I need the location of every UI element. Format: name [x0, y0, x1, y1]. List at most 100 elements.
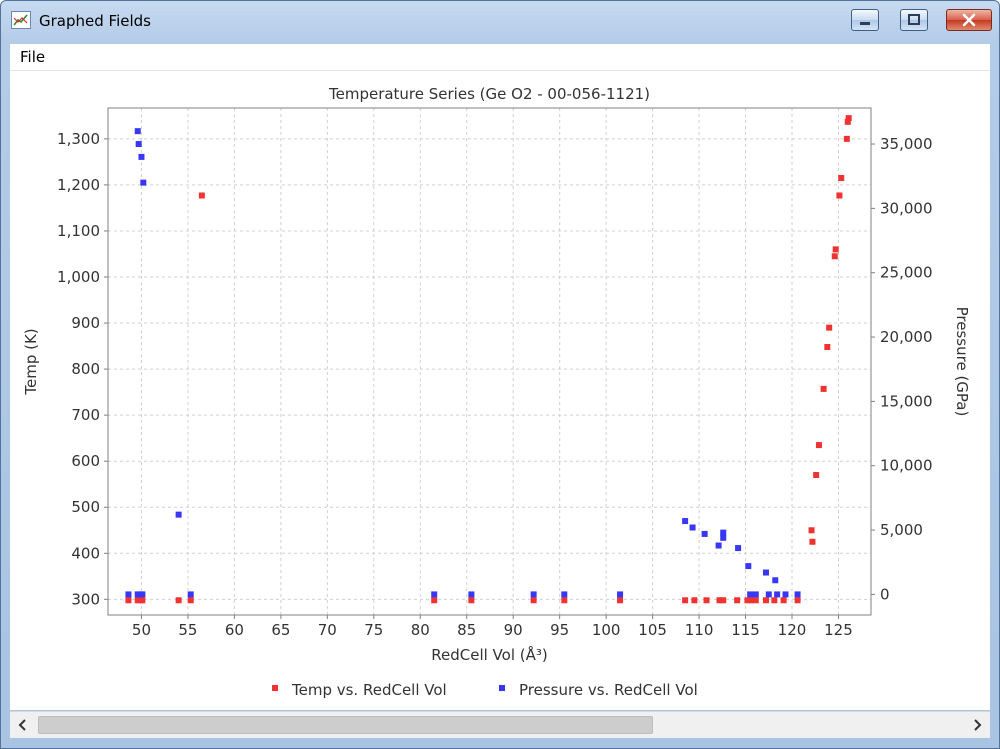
pressure-point	[140, 179, 147, 186]
pressure-point	[125, 591, 132, 598]
x-tick-label: 70	[318, 621, 337, 639]
pressure-point	[745, 563, 752, 570]
y-tick-label: 600	[71, 452, 100, 470]
temp-point	[824, 343, 831, 350]
y2-tick-label: 25,000	[880, 264, 933, 282]
temp-point	[187, 597, 194, 604]
temp-point	[794, 597, 801, 604]
y-tick-label: 1,300	[57, 130, 100, 148]
temp-point	[431, 597, 438, 604]
x-tick-label: 75	[364, 621, 383, 639]
pressure-point	[187, 591, 194, 598]
temp-point	[845, 115, 852, 122]
maximize-button[interactable]	[900, 9, 928, 31]
pressure-point	[782, 591, 789, 598]
window-title: Graphed Fields	[39, 12, 151, 30]
temp-point	[831, 253, 838, 260]
temp-point	[832, 246, 839, 253]
temp-point	[780, 597, 787, 604]
horizontal-scrollbar[interactable]	[10, 711, 990, 738]
chart-title: Temperature Series (Ge O2 - 00-056-1121)	[328, 85, 650, 103]
temp-point	[820, 385, 827, 392]
x-tick-label: 110	[685, 621, 714, 639]
y2-tick-label: 10,000	[880, 457, 933, 475]
scroll-thumb[interactable]	[38, 716, 653, 734]
pressure-point	[752, 591, 759, 598]
pressure-point	[617, 591, 624, 598]
y2-tick-label: 5,000	[880, 521, 923, 539]
chart-panel: 50 55 60 65 70 75 80 85 90 95 100 105 110 115 120 125 30…	[10, 71, 990, 710]
pressure-point	[720, 529, 727, 536]
close-icon	[962, 13, 976, 27]
temp-point	[762, 597, 769, 604]
temp-point	[734, 597, 741, 604]
temp-point	[561, 597, 568, 604]
menu-file[interactable]: File	[20, 48, 46, 66]
pressure-point	[135, 141, 142, 148]
x-tick-label: 100	[592, 621, 621, 639]
temp-point	[720, 597, 727, 604]
temp-point	[808, 527, 815, 534]
temp-point	[748, 597, 755, 604]
pressure-point	[468, 591, 475, 598]
pressure-point	[772, 577, 779, 584]
pressure-point	[139, 591, 146, 598]
pressure-point	[794, 591, 801, 598]
temp-point	[468, 597, 475, 604]
x-tick-label: 50	[132, 621, 151, 639]
x-tick-label: 115	[731, 621, 760, 639]
maximize-icon	[908, 14, 920, 25]
scroll-left-button[interactable]	[10, 712, 36, 738]
pressure-point	[682, 518, 689, 525]
y-tick-label: 1,100	[57, 222, 100, 240]
scroll-right-button[interactable]	[964, 712, 990, 738]
temp-point	[175, 597, 182, 604]
x-tick-label: 65	[271, 621, 290, 639]
temp-point	[125, 597, 132, 604]
temp-point	[826, 324, 833, 331]
temp-point	[843, 135, 850, 142]
temp-point	[838, 174, 845, 181]
y2-tick-label: 0	[880, 585, 890, 603]
y2-tick-label: 30,000	[880, 199, 933, 217]
x-tick-label: 55	[178, 621, 197, 639]
temp-point	[530, 597, 537, 604]
y2-axis-label: Pressure (GPa)	[953, 307, 971, 417]
title-bar[interactable]: Graphed Fields	[1, 1, 999, 43]
pressure-point	[701, 530, 708, 537]
temp-point	[198, 192, 205, 199]
temp-point	[771, 597, 778, 604]
temp-point	[716, 597, 723, 604]
minimize-button[interactable]	[851, 9, 879, 31]
temp-point	[813, 472, 820, 479]
pressure-point	[765, 591, 772, 598]
temp-point	[617, 597, 624, 604]
pressure-point	[720, 534, 727, 541]
y-tick-label: 900	[71, 314, 100, 332]
minimize-icon	[860, 22, 870, 25]
y-tick-label: 800	[71, 360, 100, 378]
pressure-point	[689, 524, 696, 531]
y-tick-label: 400	[71, 544, 100, 562]
plot-border	[107, 107, 872, 616]
y-tick-label: 700	[71, 406, 100, 424]
x-tick-label: 120	[778, 621, 807, 639]
close-button[interactable]	[946, 9, 992, 31]
temp-point	[703, 597, 710, 604]
x-tick-label: 80	[411, 621, 430, 639]
pressure-point	[134, 128, 141, 135]
y-tick-label: 1,200	[57, 176, 100, 194]
temp-point	[752, 597, 759, 604]
menu-bar: File	[10, 44, 990, 71]
legend-swatch	[272, 685, 278, 691]
x-tick-label: 105	[638, 621, 667, 639]
pressure-point	[735, 545, 742, 552]
x-axis-label: RedCell Vol (Å³)	[431, 645, 548, 664]
plot-area	[108, 108, 871, 615]
pressure-point	[530, 591, 537, 598]
temp-point	[815, 442, 822, 449]
x-tick-label: 90	[504, 621, 523, 639]
y2-tick-label: 35,000	[880, 135, 933, 153]
x-tick-label: 85	[457, 621, 476, 639]
y-tick-label: 300	[71, 590, 100, 608]
